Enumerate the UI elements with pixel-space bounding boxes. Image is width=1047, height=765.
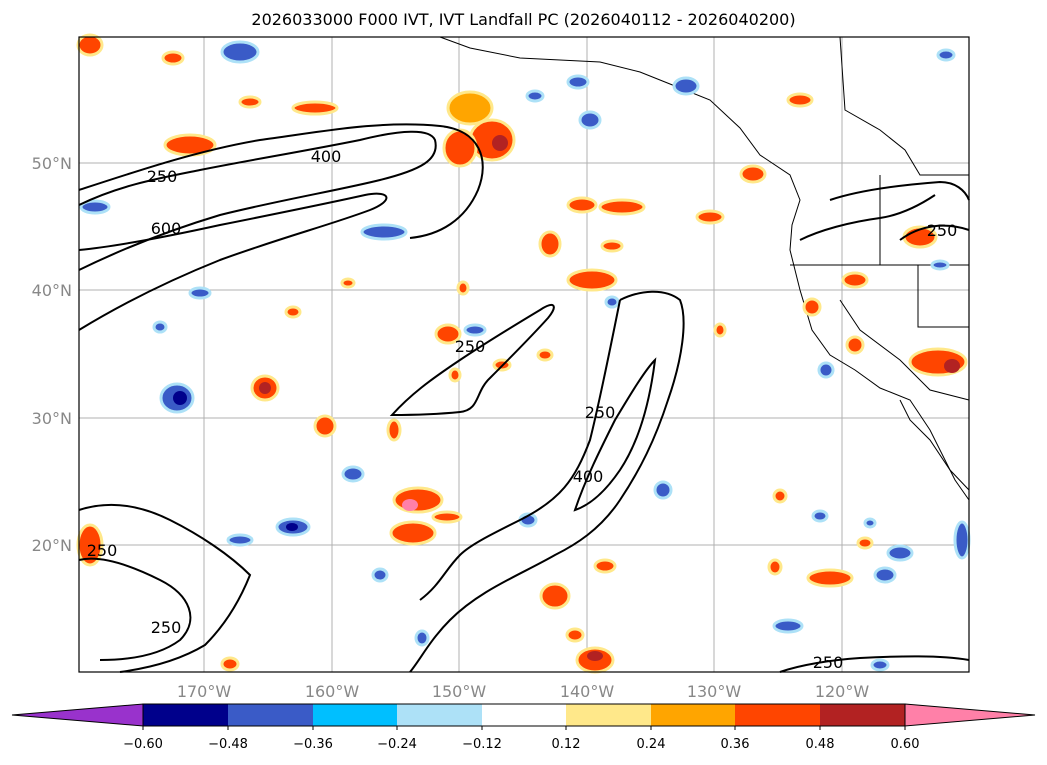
lon-label: 170°W — [177, 682, 232, 701]
colorbar-ticks — [142, 726, 906, 730]
lon-label: 120°W — [815, 682, 870, 701]
colorbar-segment — [651, 704, 735, 726]
contour-label: 250 — [927, 221, 958, 240]
colorbar-segment — [566, 704, 651, 726]
colorbar-tick-label: 0.24 — [637, 737, 666, 752]
map-panel: 250 400 600 250 250 400 250 250 250 250 — [76, 33, 971, 674]
longitude-labels: 170°W 160°W 150°W 140°W 130°W 120°W — [177, 682, 870, 701]
colorbar-tick-label: 0.12 — [552, 737, 581, 752]
colorbar-segment — [820, 704, 905, 726]
contour-label: 400 — [573, 467, 604, 486]
colorbar-extend-left — [11, 703, 144, 727]
contour-label: 250 — [455, 337, 486, 356]
lat-label: 50°N — [32, 154, 72, 173]
contour-label: 250 — [151, 618, 182, 637]
colorbar-tick-label: 0.48 — [806, 737, 835, 752]
map-title: 2026033000 F000 IVT, IVT Landfall PC (20… — [251, 10, 796, 29]
contour-label: 250 — [585, 403, 616, 422]
contour-label: 250 — [813, 653, 844, 672]
ivt-pc-shading — [76, 33, 971, 674]
colorbar-segment — [482, 704, 566, 726]
colorbar-tick-label: 0.36 — [721, 737, 750, 752]
colorbar-segment — [313, 704, 397, 726]
lat-label: 20°N — [32, 536, 72, 555]
colorbar-segment — [735, 704, 820, 726]
colorbar-segment — [228, 704, 313, 726]
lon-label: 160°W — [305, 682, 360, 701]
lon-label: 150°W — [432, 682, 487, 701]
colorbar-tick-label: 0.60 — [891, 737, 920, 752]
colorbar-tick-label: −0.36 — [293, 737, 333, 752]
colorbar-segment — [397, 704, 482, 726]
contour-label: 250 — [87, 541, 118, 560]
lat-label: 30°N — [32, 409, 72, 428]
colorbar-tick-label: −0.60 — [123, 737, 163, 752]
colorbar-tick-label: −0.24 — [377, 737, 417, 752]
colorbar-segment — [143, 704, 228, 726]
colorbar: −0.60 −0.48 −0.36 −0.24 −0.12 0.12 0.24 … — [11, 703, 1036, 752]
colorbar-tick-label: −0.12 — [462, 737, 502, 752]
lon-label: 140°W — [560, 682, 615, 701]
lat-label: 40°N — [32, 281, 72, 300]
contour-labels: 250 400 600 250 250 400 250 250 250 250 — [87, 147, 958, 672]
contour-label: 400 — [311, 147, 342, 166]
contour-label: 250 — [147, 167, 178, 186]
colorbar-tick-label: −0.48 — [208, 737, 248, 752]
colorbar-extend-right — [904, 703, 1036, 727]
ivt-contours — [78, 123, 970, 673]
gridlines — [79, 37, 969, 672]
contour-label: 600 — [151, 219, 182, 238]
lon-label: 130°W — [687, 682, 742, 701]
latitude-labels: 50°N 40°N 30°N 20°N — [32, 154, 72, 555]
